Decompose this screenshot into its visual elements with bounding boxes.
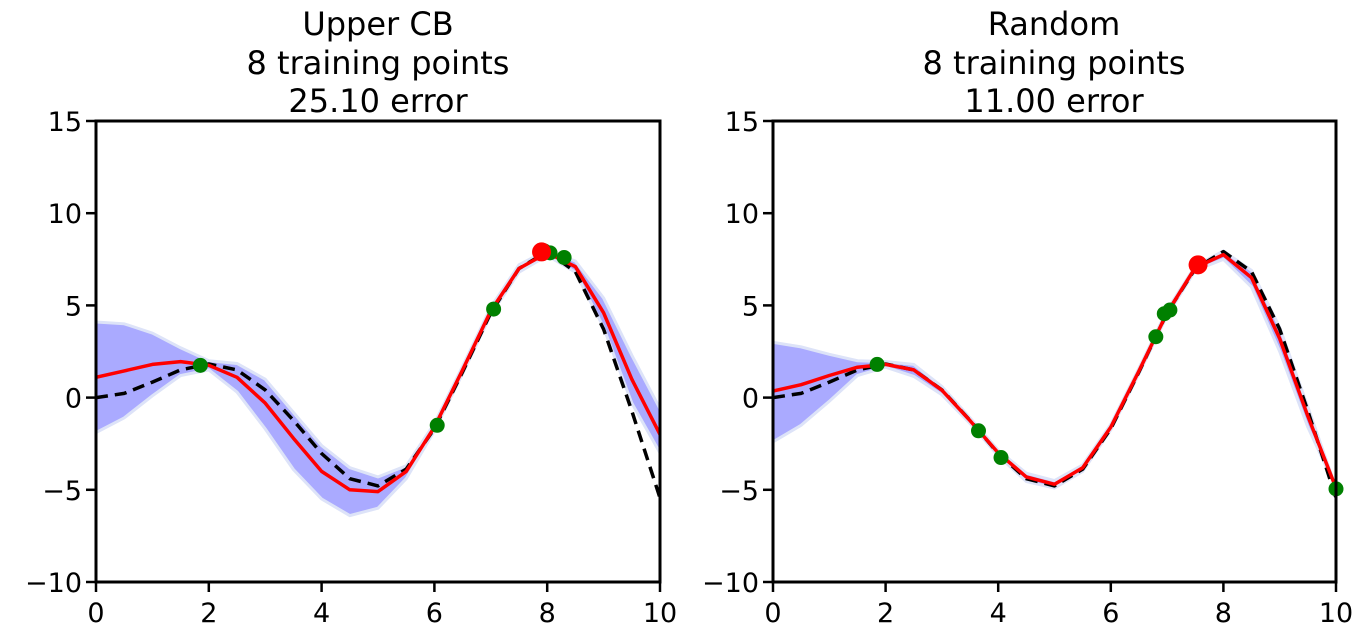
training-point [993,450,1009,466]
x-tick-label: 0 [764,598,781,629]
training-point [970,423,986,439]
chart-title-line-3: 25.10 error [288,82,468,120]
x-tick-label: 8 [539,598,556,629]
x-tick-label: 8 [1215,598,1232,629]
y-tick-label: 5 [742,291,759,322]
chart-title-line-1: Upper CB [302,5,453,43]
chart-title-line-2: 8 training points [923,44,1186,82]
x-tick-label: 2 [877,598,894,629]
x-tick-label: 10 [1319,598,1353,629]
x-tick-label: 4 [990,598,1007,629]
x-tick-label: 6 [1102,598,1119,629]
x-tick-label: 10 [643,598,677,629]
chart-title-line-2: 8 training points [247,44,510,82]
axes-frame [771,119,1338,584]
training-point [1148,329,1164,345]
training-point [1162,302,1178,318]
training-point [869,356,885,372]
x-tick-label: 2 [200,598,217,629]
plot-area [773,249,1336,499]
x-tick-label: 6 [426,598,443,629]
next-query-point [1188,255,1208,275]
plot-area [96,248,660,518]
chart-title-line-1: Random [988,5,1120,43]
y-tick-label: 5 [65,291,82,322]
y-tick-label: 0 [742,384,759,415]
y-tick-label: 10 [725,199,759,230]
panel-upper-cb: Upper CB 8 training points 25.10 error 0… [25,5,677,629]
axes: 0 2 4 6 8 10 −10 −5 0 5 10 15 [702,107,1353,629]
y-tick-label: 10 [48,199,82,230]
x-tick-label: 4 [313,598,330,629]
training-point [486,301,502,317]
uncertainty-band [773,249,1336,490]
y-tick-label: 15 [48,107,82,138]
y-tick-label: 0 [65,384,82,415]
panel-random: Random 8 training points 11.00 error 0 2 4… [702,5,1353,629]
training-point [556,249,572,265]
axes: 0 2 4 6 8 10 −10 −5 0 5 10 15 [25,107,677,629]
y-tick-label: −10 [25,568,82,599]
y-tick-label: −5 [719,476,759,507]
y-tick-label: −5 [42,476,82,507]
next-query-point [532,242,552,262]
chart-title-line-3: 11.00 error [964,82,1144,120]
axes-frame [94,119,662,584]
true-function-line [96,249,660,499]
y-tick-label: 15 [725,107,759,138]
uncertainty-band [96,248,660,518]
training-point [192,357,208,373]
y-tick-label: −10 [702,568,759,599]
training-point [429,417,445,433]
gp-mean-line [773,252,1336,489]
x-tick-label: 0 [87,598,104,629]
